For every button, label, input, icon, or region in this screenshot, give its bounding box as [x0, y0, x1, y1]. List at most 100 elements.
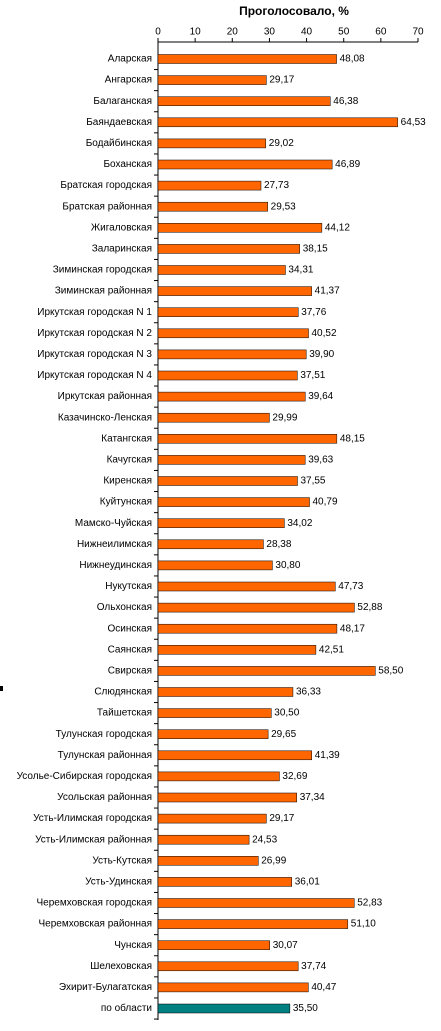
bar: [157, 286, 312, 296]
y-tick-label: Тайшетская: [97, 708, 152, 719]
value-label: 24,53: [252, 834, 277, 845]
y-tick-label: Боханская: [103, 159, 152, 170]
y-tick-label: Бодайбинская: [86, 137, 152, 149]
value-label: 39,64: [308, 391, 333, 402]
bar: [157, 96, 331, 106]
y-tick-label: Братская городская: [60, 180, 152, 191]
stray-mark: [0, 686, 3, 691]
bar: [157, 792, 297, 803]
value-label: 48,15: [340, 433, 365, 444]
bar: [157, 1003, 291, 1014]
value-label: 47,73: [338, 581, 363, 592]
value-label: 40,79: [313, 497, 338, 508]
y-tick-label: Усолье-Сибирская городская: [17, 770, 152, 782]
bar: [157, 581, 336, 592]
y-tick-label: Нижнеудинская: [79, 560, 152, 571]
bar: [157, 961, 299, 972]
value-label: 29,17: [269, 813, 294, 824]
bar: [157, 412, 270, 423]
x-tick-label: 0: [155, 27, 161, 38]
value-label: 34,02: [287, 518, 312, 529]
y-tick-label: Казачинско-Ленская: [58, 412, 152, 423]
bar: [157, 328, 309, 339]
y-tick-label: Усольская районная: [57, 792, 152, 803]
value-label: 46,89: [335, 159, 360, 170]
bar: [157, 750, 312, 761]
bar: [157, 497, 310, 507]
value-label: 36,33: [296, 687, 321, 698]
y-tick-label: Чунская: [114, 940, 152, 951]
bar: [157, 180, 262, 191]
value-label: 36,01: [295, 877, 320, 888]
value-label: 37,51: [300, 370, 325, 381]
y-tick-label: Братская районная: [62, 201, 152, 212]
bar: [157, 307, 299, 317]
y-tick-label: Аларская: [108, 54, 152, 65]
bar: [157, 201, 268, 212]
value-label: 30,80: [275, 560, 300, 571]
y-tick-label: Слюдянская: [94, 687, 152, 698]
y-tick-label: Осинская: [108, 623, 152, 634]
bar: [157, 349, 307, 360]
y-tick-label: Черемховская городская: [36, 898, 152, 909]
x-tick-label: 10: [190, 27, 202, 38]
value-label: 27,73: [264, 180, 289, 191]
y-tick-label: Иркутская городская N 3: [37, 349, 152, 360]
y-tick-label: Ольхонская: [97, 602, 152, 613]
value-label: 30,07: [273, 940, 298, 951]
value-label: 52,83: [357, 898, 382, 909]
y-tick-label: Нукутская: [105, 581, 152, 592]
value-label: 29,99: [272, 412, 297, 423]
bar: [157, 539, 264, 550]
x-tick-label: 20: [227, 27, 239, 38]
bar: [157, 434, 338, 444]
x-tick-label: 40: [301, 27, 313, 38]
y-tick-label: Иркутская городская N 1: [37, 307, 152, 318]
y-tick-label: Усть-Удинская: [85, 877, 152, 888]
y-tick-label: Баяндаевская: [86, 117, 152, 128]
bar: [157, 159, 333, 170]
value-label: 32,69: [282, 771, 307, 782]
bar: [157, 518, 285, 528]
value-label: 37,34: [300, 792, 325, 803]
value-label: 44,12: [325, 222, 350, 233]
bar: [157, 560, 273, 571]
bar: [157, 370, 298, 381]
bar: [157, 455, 306, 465]
y-tick-label: Усть-Кутская: [92, 855, 152, 866]
y-tick-label: Черемховская районная: [38, 919, 152, 930]
value-label: 41,37: [315, 286, 340, 297]
value-label: 29,17: [269, 75, 294, 86]
bar: [157, 666, 376, 676]
value-label: 29,53: [271, 201, 296, 212]
y-tick-label: Тулунская городская: [56, 729, 152, 740]
y-tick-label: Ангарская: [105, 75, 152, 86]
x-tick-label: 70: [412, 27, 424, 38]
bar: [157, 919, 349, 929]
chart-title: Проголосовало, %: [239, 4, 349, 18]
value-label: 58,50: [378, 666, 403, 677]
bar: [157, 645, 317, 655]
y-tick-label: Балаганская: [93, 96, 152, 107]
bar: [157, 602, 355, 613]
value-label: 37,76: [301, 307, 326, 318]
bar: [157, 729, 269, 739]
y-tick-label: Усть-Илимская городская: [33, 813, 152, 824]
value-label: 35,50: [293, 1003, 318, 1014]
bar: [157, 265, 286, 275]
y-tick-label: Жигаловская: [91, 222, 152, 233]
value-label: 40,52: [312, 328, 337, 339]
y-tick-label: Катангская: [101, 433, 152, 444]
value-label: 37,55: [300, 476, 325, 487]
y-tick-label: Эхирит-Булагатская: [59, 982, 152, 993]
y-tick-label: Киренская: [103, 476, 152, 487]
value-label: 26,99: [261, 855, 286, 866]
y-tick-label: Куйтунская: [100, 497, 152, 508]
value-label: 41,39: [315, 750, 340, 761]
value-label: 48,17: [340, 623, 365, 634]
bar: [157, 117, 398, 128]
value-label: 30,50: [274, 708, 299, 719]
bar: [157, 856, 259, 866]
value-label: 37,74: [301, 961, 326, 972]
